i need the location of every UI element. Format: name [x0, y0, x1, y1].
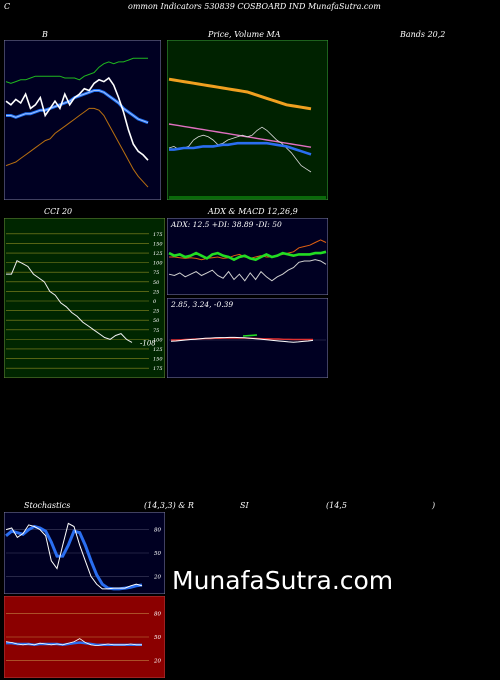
rsi-tick-label: 80: [154, 612, 161, 618]
cci-tick-label: 75: [153, 328, 159, 334]
cci-tick-label: 25: [152, 289, 159, 295]
cci-line: [6, 260, 133, 343]
rsi-tick-label: 20: [153, 658, 161, 664]
rsi-label: SI: [240, 501, 249, 510]
cci-tick-label: 175: [153, 232, 163, 238]
stochastics-tick-label: 80: [154, 528, 161, 534]
cci-tick-label: 175: [153, 366, 163, 372]
adx-line: [168, 259, 327, 282]
macd-values-label: 2.85, 3.24, -0.39: [170, 300, 233, 309]
stochastics-label: Stochastics: [24, 501, 71, 510]
cci-tick-label: 100: [153, 261, 163, 267]
rsi-panel: 80 50 20: [4, 596, 165, 678]
di-plus-line: [168, 250, 327, 262]
bollinger-label: B: [42, 30, 48, 39]
bollinger-panel: [4, 40, 161, 200]
cci-tick-label: 150: [153, 241, 163, 247]
bollinger-upper-line: [5, 57, 148, 84]
stoch-d-line: [5, 524, 143, 591]
adx-macd-label: ADX & MACD 12,26,9: [208, 207, 298, 216]
rsi-line: [5, 638, 142, 647]
ma-price-line: [168, 126, 312, 173]
cci-tick-label: 0: [153, 299, 157, 305]
macd-green-mark: [242, 334, 258, 337]
cci-tick-label: 75: [153, 270, 159, 276]
adx-values-label: ADX: 12.5 +DI: 38.89 -DI: 50: [170, 220, 282, 229]
adx-panel: ADX: 12.5 +DI: 38.89 -DI: 50: [167, 218, 328, 295]
ma-orange-line: [168, 77, 312, 111]
cci-tick-label: 100: [153, 337, 163, 343]
cci-tick-label: 50: [153, 318, 160, 324]
stochastics-tick-label: 20: [153, 574, 161, 580]
price-ma-panel: [167, 40, 328, 200]
stochastics-panel: 80 50 20: [4, 512, 165, 594]
bollinger-lower-line: [5, 107, 149, 188]
rsi-params: (14,5: [326, 501, 347, 510]
cci-panel: 175 150 125 100 75 50 25 0 25 50 75 100 125 150 175 -1…: [4, 218, 165, 378]
ma-blue-line: [169, 141, 312, 156]
cci-tick-label: 25: [152, 309, 159, 315]
cci-tick-label: 50: [153, 280, 160, 286]
stochastics-tick-label: 50: [154, 551, 161, 557]
macd-line: [170, 336, 314, 343]
stochastics-params: (14,3,3) & R: [144, 501, 194, 510]
cci-label: CCI 20: [44, 207, 73, 216]
brand-watermark: MunafaSutra.com: [172, 566, 394, 595]
bands-label: Bands 20,2: [400, 30, 446, 39]
cci-tick-label: 125: [153, 251, 163, 257]
cci-last-value: -108: [140, 339, 156, 347]
bollinger-price-line: [5, 76, 149, 161]
rsi-tick-label: 50: [154, 635, 161, 641]
page-title: ommon Indicators 530839 COSBOARD IND Mun…: [128, 2, 381, 11]
left-letter: C: [4, 2, 11, 11]
cci-tick-label: 150: [153, 357, 163, 363]
stoch-k-line: [5, 522, 143, 590]
rsi-params-close: ): [432, 501, 436, 510]
cci-tick-label: 125: [153, 347, 163, 353]
macd-panel: 2.85, 3.24, -0.39: [167, 298, 328, 378]
price-ma-label: Price, Volume MA: [208, 30, 281, 39]
